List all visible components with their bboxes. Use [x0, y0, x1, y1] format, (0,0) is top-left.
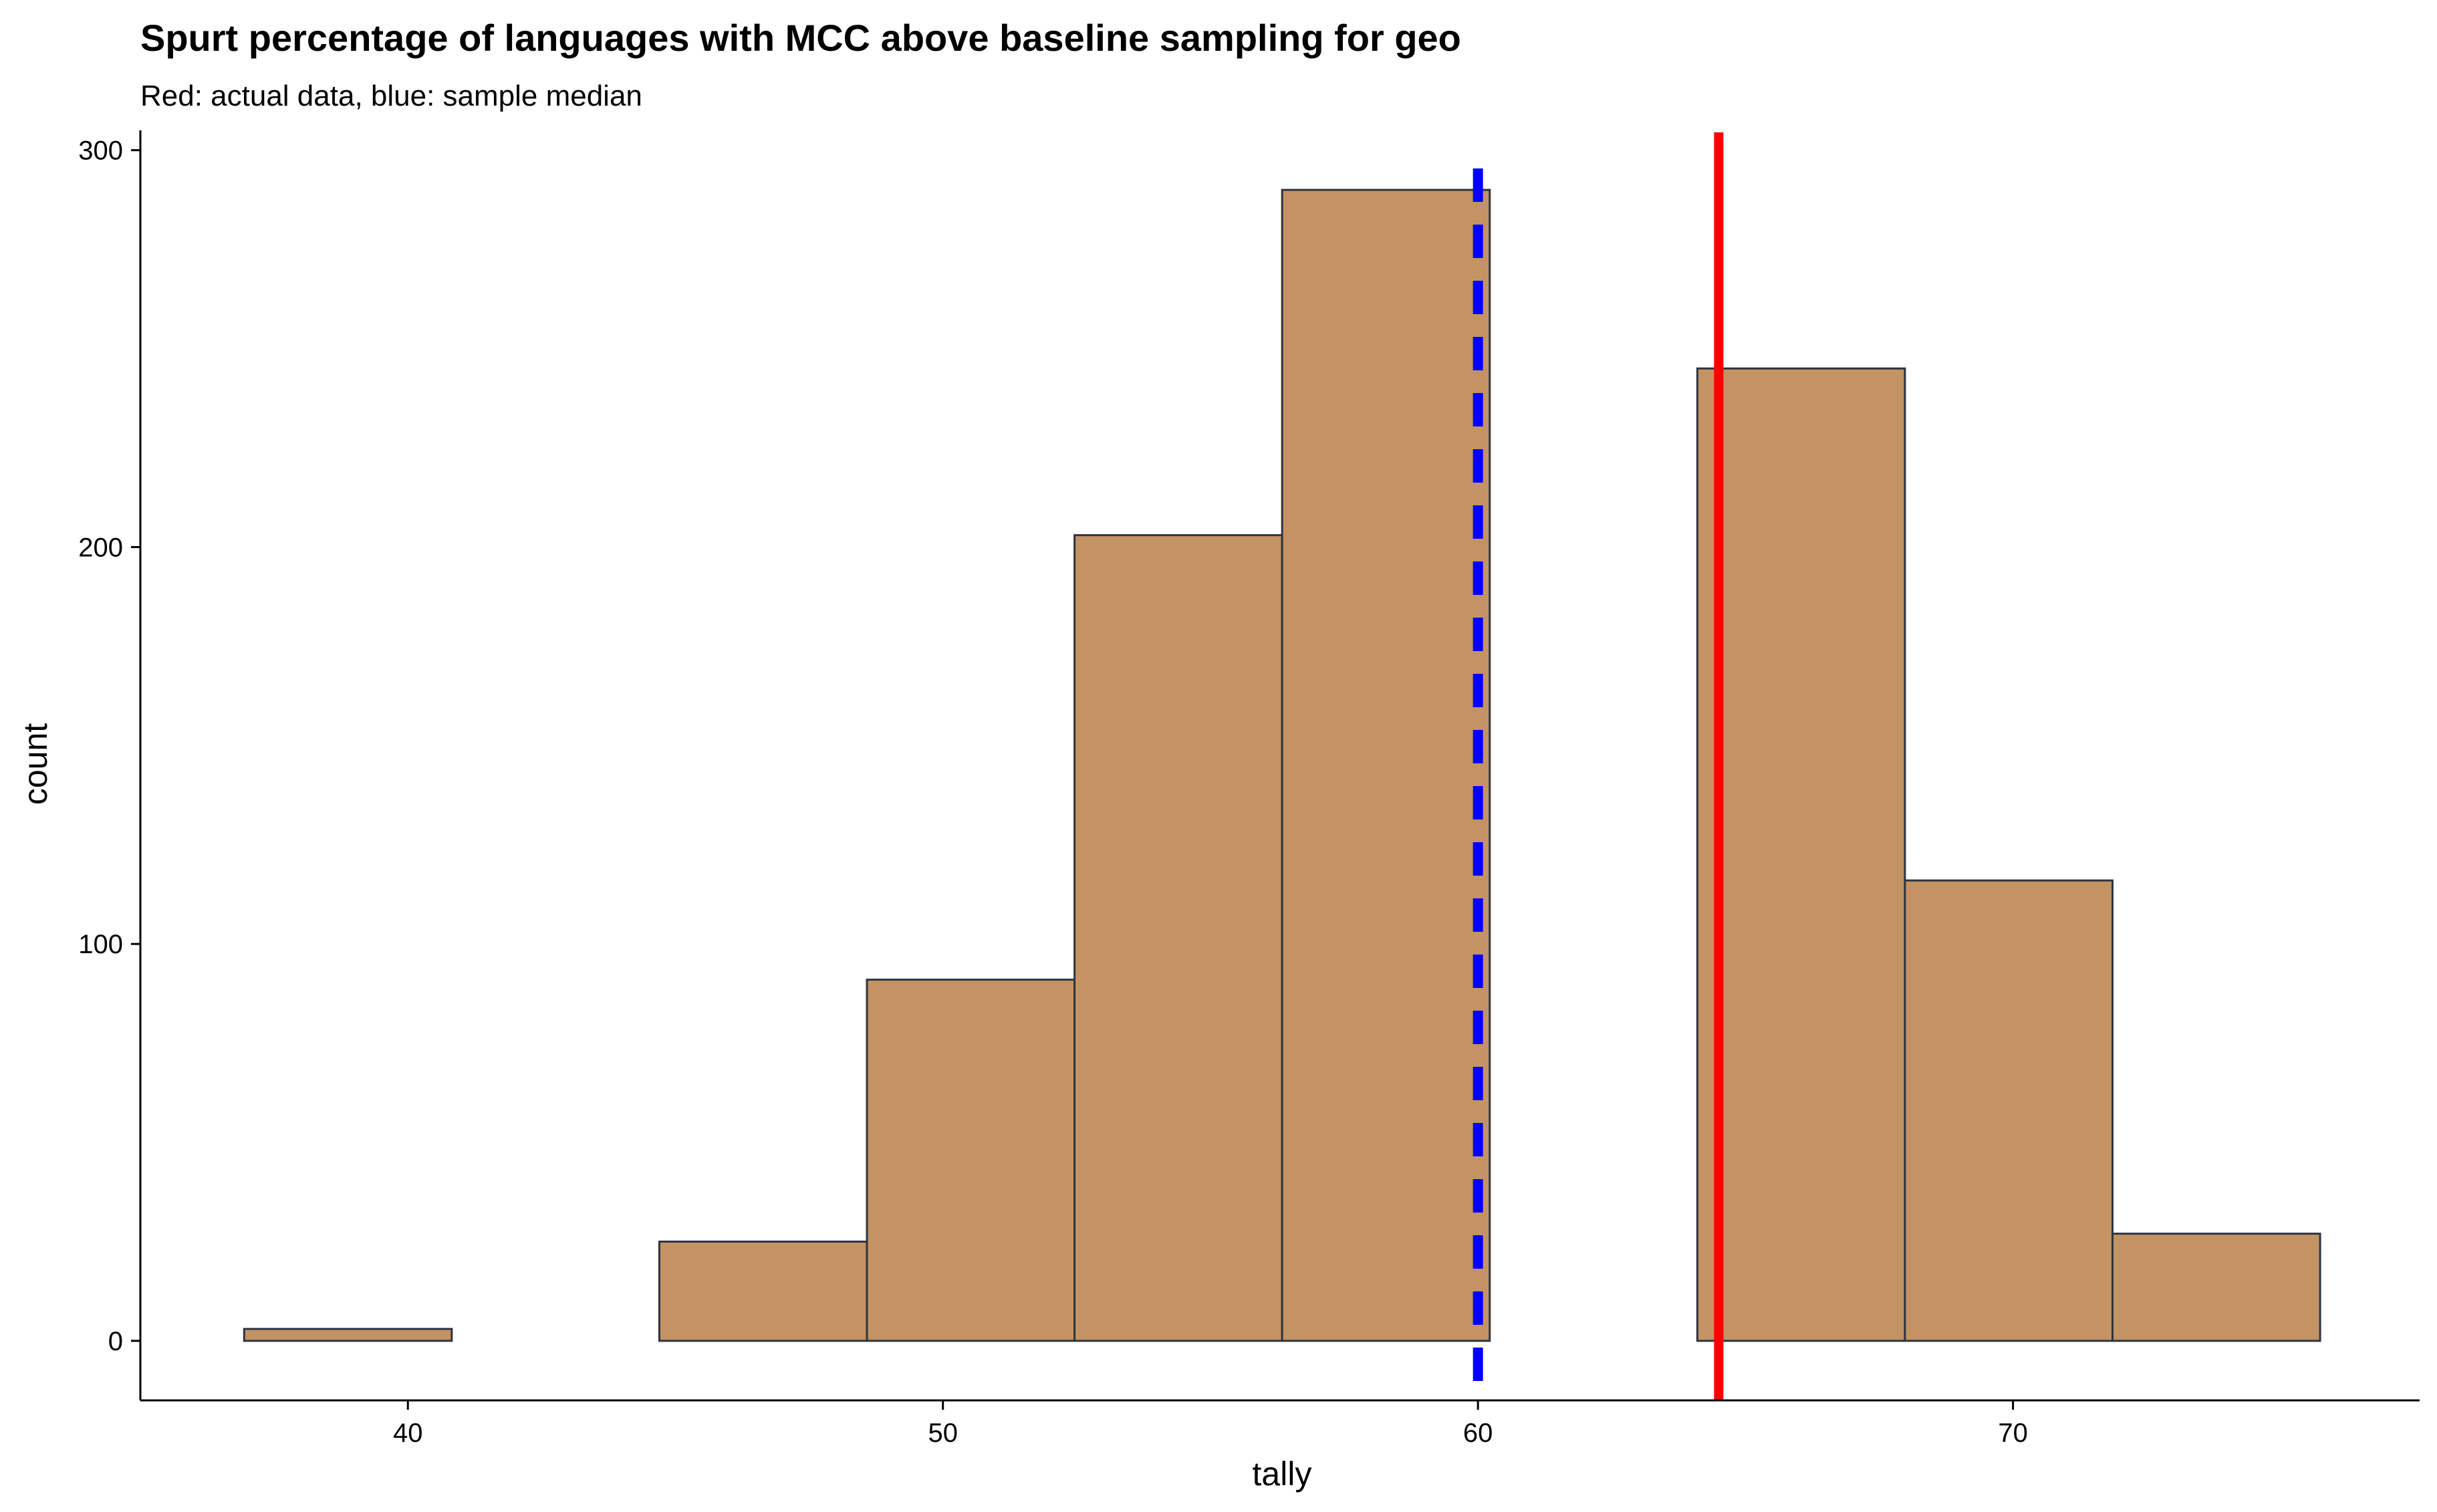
y-tick-label-200: 200: [78, 533, 123, 562]
histogram-bar-5: [1281, 188, 1491, 1342]
histogram-bar-2: [658, 1241, 868, 1342]
histogram-bars: [243, 188, 2321, 1342]
histogram-bar-7: [1696, 367, 1906, 1342]
y-tick-label-100: 100: [78, 930, 123, 959]
x-tick-label-60: 60: [1463, 1418, 1493, 1448]
histogram-bar-3: [866, 979, 1076, 1342]
x-tick-label-40: 40: [393, 1418, 423, 1448]
histogram-bar-8: [1904, 879, 2114, 1342]
y-axis-title: count: [17, 723, 54, 805]
histogram-bar-4: [1073, 534, 1283, 1342]
chart-subtitle: Red: actual data, blue: sample median: [140, 80, 642, 112]
chart-title: Spurt percentage of languages with MCC a…: [140, 17, 1461, 59]
x-tick-label-70: 70: [1998, 1418, 2028, 1448]
y-axis-ticks: 0 100 200 300: [78, 136, 140, 1356]
reference-lines: [1472, 132, 1724, 1400]
x-axis-ticks: 40 50 60 70: [393, 1400, 2028, 1448]
x-tick-label-50: 50: [928, 1418, 958, 1448]
histogram-bar-9: [2111, 1233, 2321, 1342]
y-tick-label-300: 300: [78, 136, 123, 166]
x-axis-title: tally: [1253, 1455, 1312, 1493]
y-tick-label-0: 0: [108, 1327, 123, 1356]
histogram-bar-0: [243, 1328, 453, 1342]
